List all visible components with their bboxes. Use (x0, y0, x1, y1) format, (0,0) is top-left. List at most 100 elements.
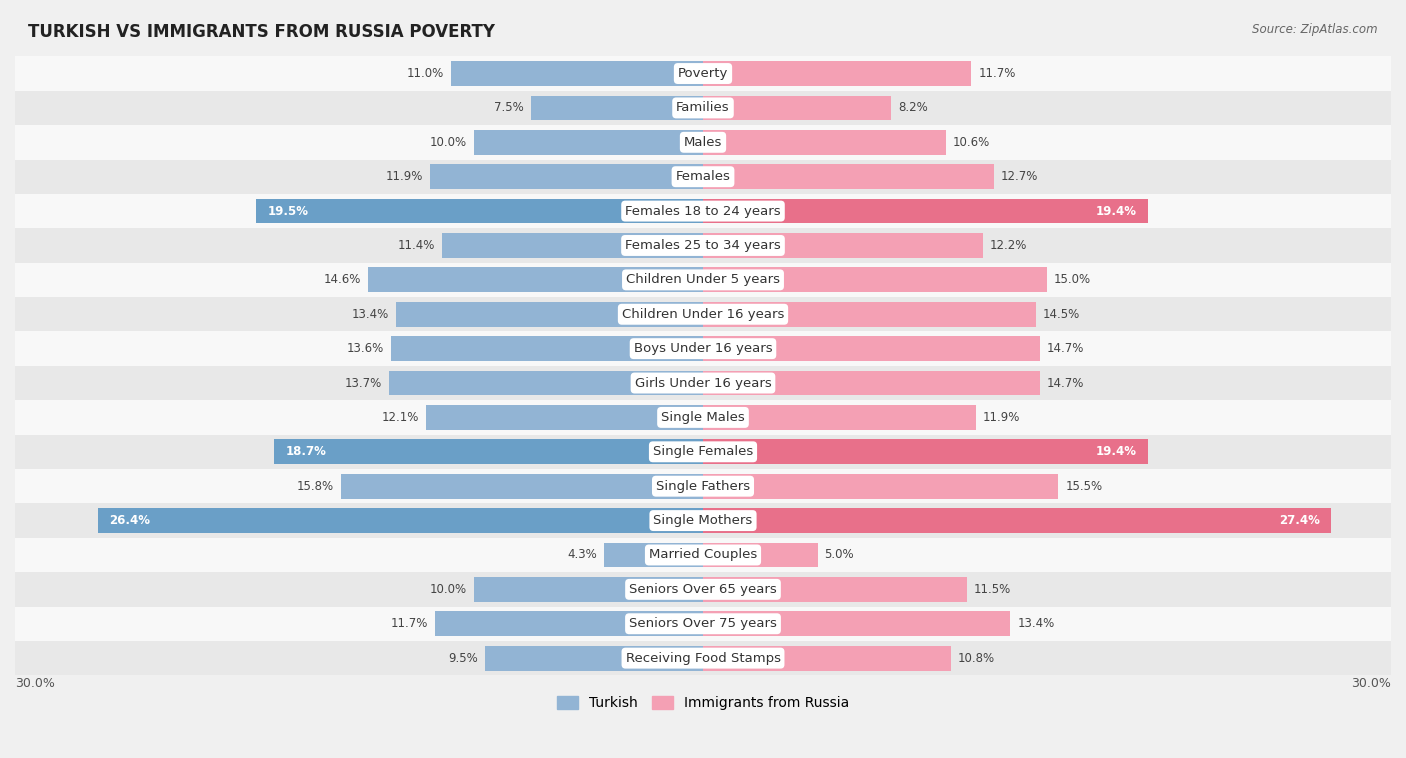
Text: Children Under 5 years: Children Under 5 years (626, 274, 780, 287)
Text: Females 18 to 24 years: Females 18 to 24 years (626, 205, 780, 218)
Bar (15, 503, 1391, 537)
Text: Females 25 to 34 years: Females 25 to 34 years (626, 239, 780, 252)
Text: 11.4%: 11.4% (398, 239, 434, 252)
Bar (703, 130, 946, 155)
Text: 14.7%: 14.7% (1047, 377, 1084, 390)
Text: 10.6%: 10.6% (953, 136, 990, 149)
Text: Children Under 16 years: Children Under 16 years (621, 308, 785, 321)
Text: 12.2%: 12.2% (990, 239, 1026, 252)
Legend: Turkish, Immigrants from Russia: Turkish, Immigrants from Russia (551, 691, 855, 716)
Bar (703, 337, 1040, 361)
Text: 11.5%: 11.5% (973, 583, 1011, 596)
Bar (15, 56, 1391, 91)
Bar (389, 371, 703, 396)
Text: 19.4%: 19.4% (1095, 445, 1136, 459)
Text: 27.4%: 27.4% (1279, 514, 1320, 527)
Text: 14.6%: 14.6% (323, 274, 361, 287)
Bar (15, 537, 1391, 572)
Text: 15.0%: 15.0% (1054, 274, 1091, 287)
Bar (340, 474, 703, 499)
Text: TURKISH VS IMMIGRANTS FROM RUSSIA POVERTY: TURKISH VS IMMIGRANTS FROM RUSSIA POVERT… (28, 23, 495, 41)
Bar (703, 164, 994, 189)
Text: Girls Under 16 years: Girls Under 16 years (634, 377, 772, 390)
Text: 9.5%: 9.5% (449, 652, 478, 665)
Text: 19.5%: 19.5% (267, 205, 308, 218)
Bar (430, 164, 703, 189)
Text: 15.8%: 15.8% (297, 480, 333, 493)
Bar (451, 61, 703, 86)
Text: Single Males: Single Males (661, 411, 745, 424)
Bar (15, 125, 1391, 159)
Text: 14.5%: 14.5% (1042, 308, 1080, 321)
Bar (15, 606, 1391, 641)
Bar (15, 91, 1391, 125)
Text: 11.9%: 11.9% (983, 411, 1021, 424)
Text: 11.7%: 11.7% (979, 67, 1015, 80)
Bar (703, 268, 1047, 293)
Bar (15, 400, 1391, 434)
Text: Single Fathers: Single Fathers (657, 480, 749, 493)
Bar (703, 474, 1059, 499)
Text: 13.4%: 13.4% (1017, 617, 1054, 630)
Bar (703, 96, 891, 121)
Bar (15, 469, 1391, 503)
Bar (97, 508, 703, 533)
Bar (605, 543, 703, 567)
Bar (703, 199, 1147, 224)
Text: 14.7%: 14.7% (1047, 342, 1084, 356)
Text: 26.4%: 26.4% (110, 514, 150, 527)
Text: 7.5%: 7.5% (495, 102, 524, 114)
Bar (703, 233, 983, 258)
Text: Females: Females (675, 171, 731, 183)
Bar (703, 302, 1036, 327)
Text: 18.7%: 18.7% (285, 445, 326, 459)
Bar (391, 337, 703, 361)
Text: Married Couples: Married Couples (650, 549, 756, 562)
Text: Source: ZipAtlas.com: Source: ZipAtlas.com (1253, 23, 1378, 36)
Text: 10.8%: 10.8% (957, 652, 994, 665)
Bar (15, 572, 1391, 606)
Bar (15, 263, 1391, 297)
Bar (15, 159, 1391, 194)
Bar (15, 366, 1391, 400)
Text: 12.7%: 12.7% (1001, 171, 1039, 183)
Bar (368, 268, 703, 293)
Text: 11.7%: 11.7% (391, 617, 427, 630)
Text: Single Mothers: Single Mothers (654, 514, 752, 527)
Text: Seniors Over 75 years: Seniors Over 75 years (628, 617, 778, 630)
Bar (15, 297, 1391, 331)
Bar (274, 440, 703, 464)
Text: Seniors Over 65 years: Seniors Over 65 years (628, 583, 778, 596)
Bar (441, 233, 703, 258)
Bar (395, 302, 703, 327)
Text: 13.4%: 13.4% (352, 308, 389, 321)
Bar (15, 228, 1391, 263)
Text: 13.6%: 13.6% (347, 342, 384, 356)
Bar (703, 577, 967, 602)
Bar (426, 405, 703, 430)
Text: 13.7%: 13.7% (344, 377, 382, 390)
Bar (703, 405, 976, 430)
Text: Families: Families (676, 102, 730, 114)
Bar (703, 440, 1147, 464)
Bar (531, 96, 703, 121)
Text: 11.9%: 11.9% (385, 171, 423, 183)
Text: 10.0%: 10.0% (430, 583, 467, 596)
Bar (703, 543, 818, 567)
Bar (703, 612, 1011, 636)
Text: 30.0%: 30.0% (1351, 677, 1391, 690)
Text: Receiving Food Stamps: Receiving Food Stamps (626, 652, 780, 665)
Bar (256, 199, 703, 224)
Text: 10.0%: 10.0% (430, 136, 467, 149)
Bar (485, 646, 703, 671)
Text: 11.0%: 11.0% (406, 67, 444, 80)
Text: 4.3%: 4.3% (568, 549, 598, 562)
Bar (434, 612, 703, 636)
Bar (474, 130, 703, 155)
Bar (15, 434, 1391, 469)
Text: Poverty: Poverty (678, 67, 728, 80)
Text: 5.0%: 5.0% (824, 549, 855, 562)
Bar (703, 646, 950, 671)
Bar (474, 577, 703, 602)
Bar (15, 331, 1391, 366)
